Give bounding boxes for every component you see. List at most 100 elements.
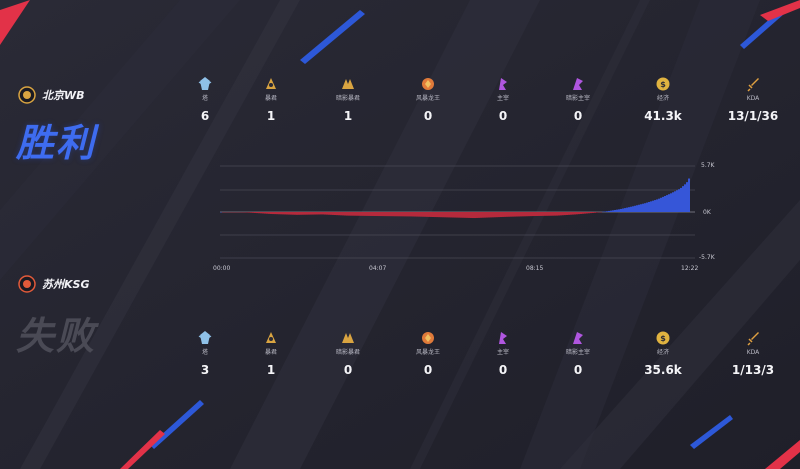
gold-diff-bar — [526, 212, 528, 217]
gold-diff-bar — [530, 212, 532, 217]
stat-label: KDA — [746, 349, 760, 356]
gold-diff-bar — [342, 212, 344, 216]
gold-diff-bar — [536, 212, 538, 216]
gold-diff-bar — [500, 212, 502, 218]
svg-text:$: $ — [660, 80, 666, 89]
stat-label: 塔 — [201, 95, 208, 102]
gold-diff-bar — [558, 212, 560, 216]
gold-diff-bar — [392, 212, 394, 217]
gold-diff-bar — [398, 212, 400, 217]
y-tick-label: 5.7K — [701, 162, 715, 169]
gold-diff-bar — [550, 212, 552, 216]
gold-diff-bar — [366, 212, 368, 216]
gold-diff-bar — [648, 201, 650, 212]
gold-diff-bar — [446, 212, 448, 218]
tower-icon — [198, 77, 212, 90]
gold-diff-bar — [380, 212, 382, 217]
gold-diff-bar — [270, 212, 272, 214]
gold-diff-bar — [508, 212, 510, 217]
gold-diff-bar — [582, 212, 584, 214]
gold-diff-bar — [472, 212, 474, 219]
gold-diff-bar — [442, 212, 444, 218]
gold-diff-bar — [322, 212, 324, 215]
gold-diff-bar — [674, 191, 676, 212]
tyrant-icon — [266, 78, 276, 89]
gold-diff-bar — [570, 212, 572, 215]
gold-diff-bar — [364, 212, 366, 216]
gold-diff-bar — [266, 212, 268, 214]
gold-diff-bar — [552, 212, 554, 216]
gold-diff-bar — [290, 212, 292, 215]
stat-sword-team1: KDA 13/1/36 — [718, 76, 788, 123]
gold-diff-bar — [628, 207, 630, 212]
gold-diff-bar — [568, 212, 570, 215]
gold-diff-bar — [256, 212, 258, 214]
gold-diff-bar — [630, 206, 632, 212]
gold-diff-bar — [456, 212, 458, 218]
gold-diff-bar — [382, 212, 384, 217]
gold-diff-bar — [352, 212, 354, 216]
gold-diff-bar — [394, 212, 396, 217]
gold-diff-bar — [374, 212, 376, 216]
gold-coin-icon: $ — [656, 331, 670, 345]
gold-diff-bar — [516, 212, 518, 217]
stat-tyrant-team2: 暴君 1 — [236, 330, 306, 377]
gold-diff-bar — [468, 212, 470, 218]
gold-diff-bar — [638, 204, 640, 212]
gold-diff-bar — [590, 212, 592, 214]
stat-value: 1 — [266, 363, 276, 377]
stat-shadow-tyrant-team1: 暗影暴君 1 — [313, 76, 383, 123]
gold-diff-bar — [564, 212, 566, 216]
gold-diff-bar — [678, 189, 680, 212]
gold-diff-bar — [488, 212, 490, 218]
gold-diff-bar — [548, 212, 550, 216]
gold-diff-bar — [662, 196, 664, 212]
shadow-tyrant-icon — [342, 333, 354, 343]
gold-diff-bar — [580, 212, 582, 214]
gold-diff-bar — [390, 212, 392, 217]
gold-diff-bar — [436, 212, 438, 218]
gold-diff-bar — [268, 212, 270, 214]
gold-diff-bar — [346, 212, 348, 216]
team-name-winner: 北京WB — [18, 86, 85, 104]
gold-diff-bar — [464, 212, 466, 218]
gold-diff-bar — [474, 212, 476, 219]
gold-diff-bar — [486, 212, 488, 218]
gold-diff-bar — [450, 212, 452, 218]
gold-diff-bar — [496, 212, 498, 218]
gold-diff-bar — [584, 212, 586, 214]
gold-diff-bar — [462, 212, 464, 218]
team-logo-icon — [18, 86, 36, 104]
stat-value: 0 — [573, 109, 583, 123]
gold-diff-bar — [538, 212, 540, 216]
gold-diff-bar — [656, 199, 658, 212]
stat-gold-coin-team1: $ 经济 41.3k — [628, 76, 698, 123]
gold-diff-bar — [586, 212, 588, 214]
gold-diff-bar — [350, 212, 352, 216]
gold-diff-bar — [298, 212, 300, 215]
gold-diff-bar — [546, 212, 548, 216]
stat-storm-dragon-team2: 风暴龙王 0 — [393, 330, 463, 377]
gold-diff-bar — [642, 203, 644, 212]
gold-diff-bar — [666, 195, 668, 212]
gold-diff-bar — [358, 212, 360, 216]
stat-overlord-team2: 主宰 0 — [468, 330, 538, 377]
gold-diff-bar — [276, 212, 278, 215]
x-tick-label: 00:00 — [213, 265, 231, 272]
gold-diff-bar — [314, 212, 316, 215]
gold-diff-bar — [252, 212, 254, 213]
stat-label: 暗影暴君 — [335, 349, 360, 356]
gold-diff-bar — [304, 212, 306, 215]
overlord-icon — [499, 78, 507, 90]
gold-diff-bar — [664, 195, 666, 212]
gold-diff-bar — [542, 212, 544, 216]
x-tick-label: 12:22 — [681, 265, 699, 272]
gold-diff-bar — [594, 212, 596, 213]
gold-diff-bar — [412, 212, 414, 217]
gold-diff-bar — [576, 212, 578, 215]
gold-diff-bar — [296, 212, 298, 215]
gold-diff-bar — [284, 212, 286, 215]
gold-diff-bar — [518, 212, 520, 217]
gold-diff-bar — [402, 212, 404, 217]
